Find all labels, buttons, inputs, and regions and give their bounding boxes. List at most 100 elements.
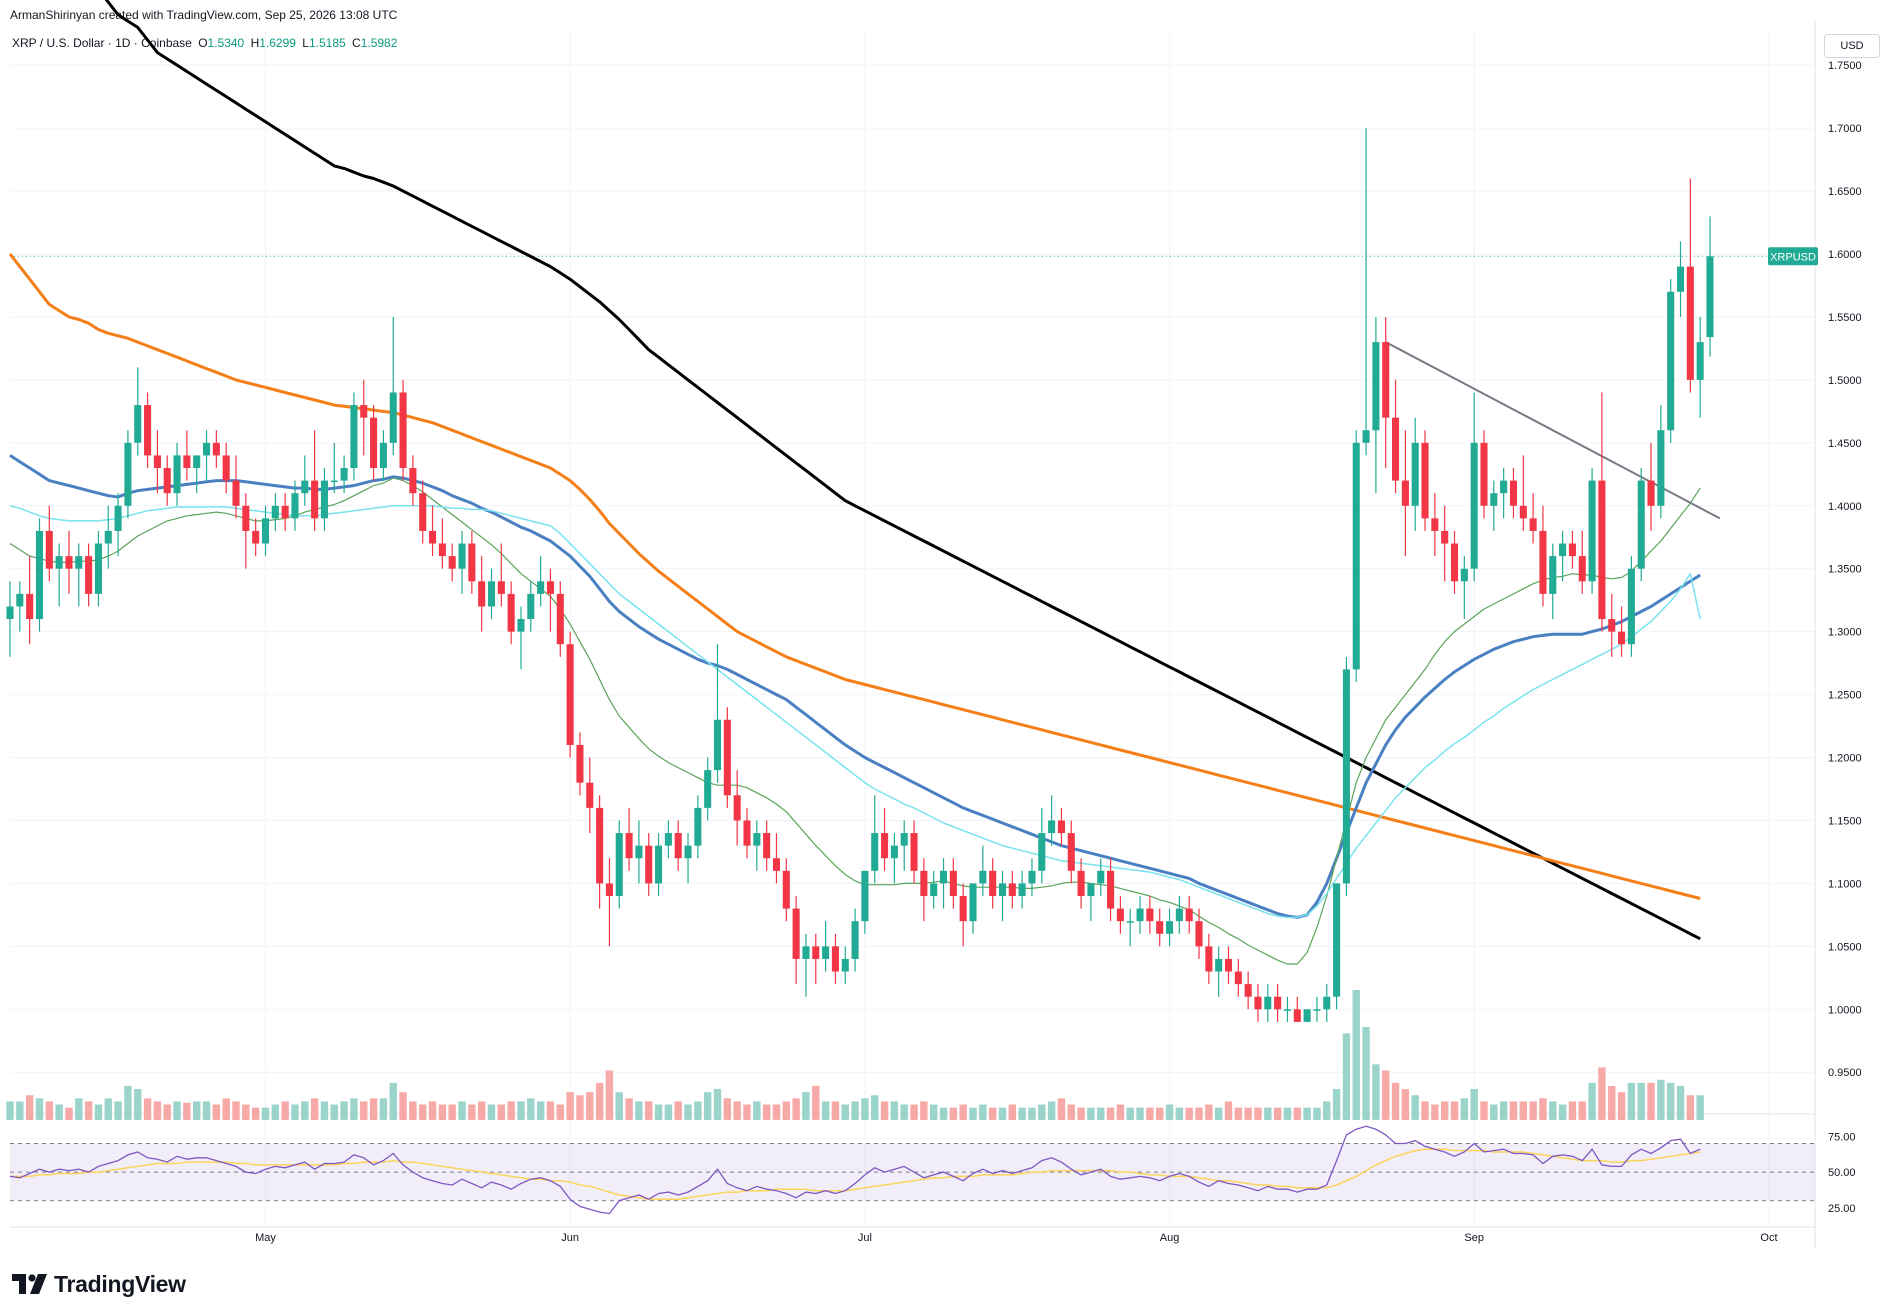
candle-body — [1401, 480, 1409, 506]
price-tick-label: 0.9500 — [1828, 1067, 1862, 1079]
candle-body — [291, 493, 299, 519]
tradingview-logo[interactable]: TradingView — [12, 1270, 186, 1298]
candle-body — [1431, 518, 1439, 531]
candle-body — [1067, 833, 1075, 871]
volume-bar — [399, 1092, 407, 1120]
candle-body — [6, 606, 14, 620]
candle-body — [1608, 619, 1616, 632]
time-tick-label: Oct — [1760, 1232, 1777, 1244]
candle-body — [1588, 480, 1596, 582]
candle-body — [556, 593, 564, 645]
price-axis[interactable]: 1.7500 1.7000 1.6500 1.6000 1.5500 1.5000 1.45… — [1828, 60, 1862, 1079]
candle-body — [527, 593, 535, 620]
volume-bar — [1529, 1101, 1537, 1120]
price-tick-label: 1.2500 — [1828, 690, 1862, 702]
volume-bar — [1372, 1064, 1380, 1120]
candle-body — [1116, 908, 1124, 922]
volume-bar — [1106, 1107, 1115, 1120]
candle-body — [370, 417, 378, 468]
volume-bar — [1323, 1101, 1331, 1120]
candle-body — [1028, 870, 1036, 884]
volume-bar — [674, 1101, 682, 1120]
volume-bar — [1509, 1101, 1518, 1120]
candle-body — [1175, 908, 1183, 922]
candle-body — [389, 392, 397, 443]
candle-body — [1057, 820, 1065, 834]
volume-bar — [733, 1101, 741, 1120]
candle-body — [1470, 442, 1478, 569]
volume-bar — [1273, 1107, 1282, 1120]
candle-body — [497, 581, 505, 594]
candle-body — [959, 896, 967, 922]
candle-body — [55, 556, 63, 569]
volume-bar — [841, 1104, 849, 1120]
open-label: O — [198, 36, 208, 50]
volume-bar — [310, 1098, 319, 1120]
volume-bar — [1342, 1033, 1351, 1120]
volume-bar — [320, 1101, 329, 1120]
candle-body — [969, 883, 977, 922]
time-tick-label: Jul — [858, 1232, 872, 1244]
volume-bar — [1362, 1027, 1370, 1120]
volume-bar — [920, 1101, 928, 1120]
volume-bar — [45, 1101, 53, 1120]
volume-bar — [35, 1098, 44, 1120]
candle-body — [301, 480, 309, 494]
candle-body — [45, 530, 53, 569]
volume-bar — [517, 1101, 525, 1120]
candle-body — [1450, 543, 1459, 582]
moving-average-line-ma_cyan — [9, 505, 1701, 919]
time-tick-label: May — [255, 1232, 276, 1244]
volume-bar — [900, 1104, 908, 1120]
volume-bar — [409, 1101, 417, 1120]
volume-bar — [939, 1107, 948, 1120]
candle-body — [16, 593, 24, 607]
candle-body — [605, 883, 613, 896]
volume-bar — [704, 1092, 712, 1120]
volume-bar — [1460, 1098, 1469, 1120]
candle-body — [684, 845, 692, 859]
candle-body — [1283, 1009, 1291, 1011]
volume-bar — [212, 1104, 221, 1120]
volume-bar — [576, 1095, 584, 1120]
time-tick-label: Sep — [1464, 1232, 1484, 1244]
price-tick-label: 1.1500 — [1828, 815, 1862, 827]
candle-body — [979, 870, 987, 884]
volume-bar — [1224, 1101, 1233, 1120]
price-tick-label: 1.2000 — [1828, 753, 1862, 765]
volume-bar — [1126, 1107, 1134, 1120]
candle-body — [871, 833, 879, 871]
candle-body — [1323, 996, 1331, 1010]
candle-body — [1048, 820, 1056, 834]
volume-bar — [1568, 1101, 1577, 1120]
candle-body — [1215, 958, 1223, 972]
volume-bar — [1608, 1085, 1616, 1120]
volume-bar — [1205, 1104, 1213, 1120]
rsi-pane[interactable]: 75.00 50.00 25.00 — [9, 1125, 1856, 1215]
volume-bar — [222, 1098, 230, 1120]
candle-body — [350, 405, 358, 468]
volume-bar — [340, 1101, 348, 1120]
volume-bar — [251, 1107, 260, 1120]
volume-bar — [330, 1104, 338, 1120]
candle-body — [124, 442, 132, 506]
volume-bar — [232, 1101, 240, 1120]
candle-body — [782, 870, 790, 909]
tradingview-logo-icon — [12, 1274, 47, 1294]
volume-bar — [1313, 1107, 1321, 1120]
candle-body — [1676, 266, 1685, 292]
time-axis[interactable]: May Jun Jul Aug Sep Oct — [255, 1232, 1777, 1244]
candle-body — [35, 530, 44, 620]
volume-bar — [664, 1104, 673, 1120]
currency-selector[interactable]: USD — [1824, 34, 1880, 58]
candle-body — [242, 505, 250, 531]
rsi-line — [9, 1125, 1701, 1215]
volume-bar — [605, 1070, 614, 1120]
candle-body — [546, 581, 554, 594]
candle-body — [419, 493, 427, 531]
candle-body — [694, 807, 702, 846]
candle-body — [930, 883, 938, 896]
volume-bar — [723, 1098, 732, 1120]
volume-bar — [743, 1104, 751, 1120]
